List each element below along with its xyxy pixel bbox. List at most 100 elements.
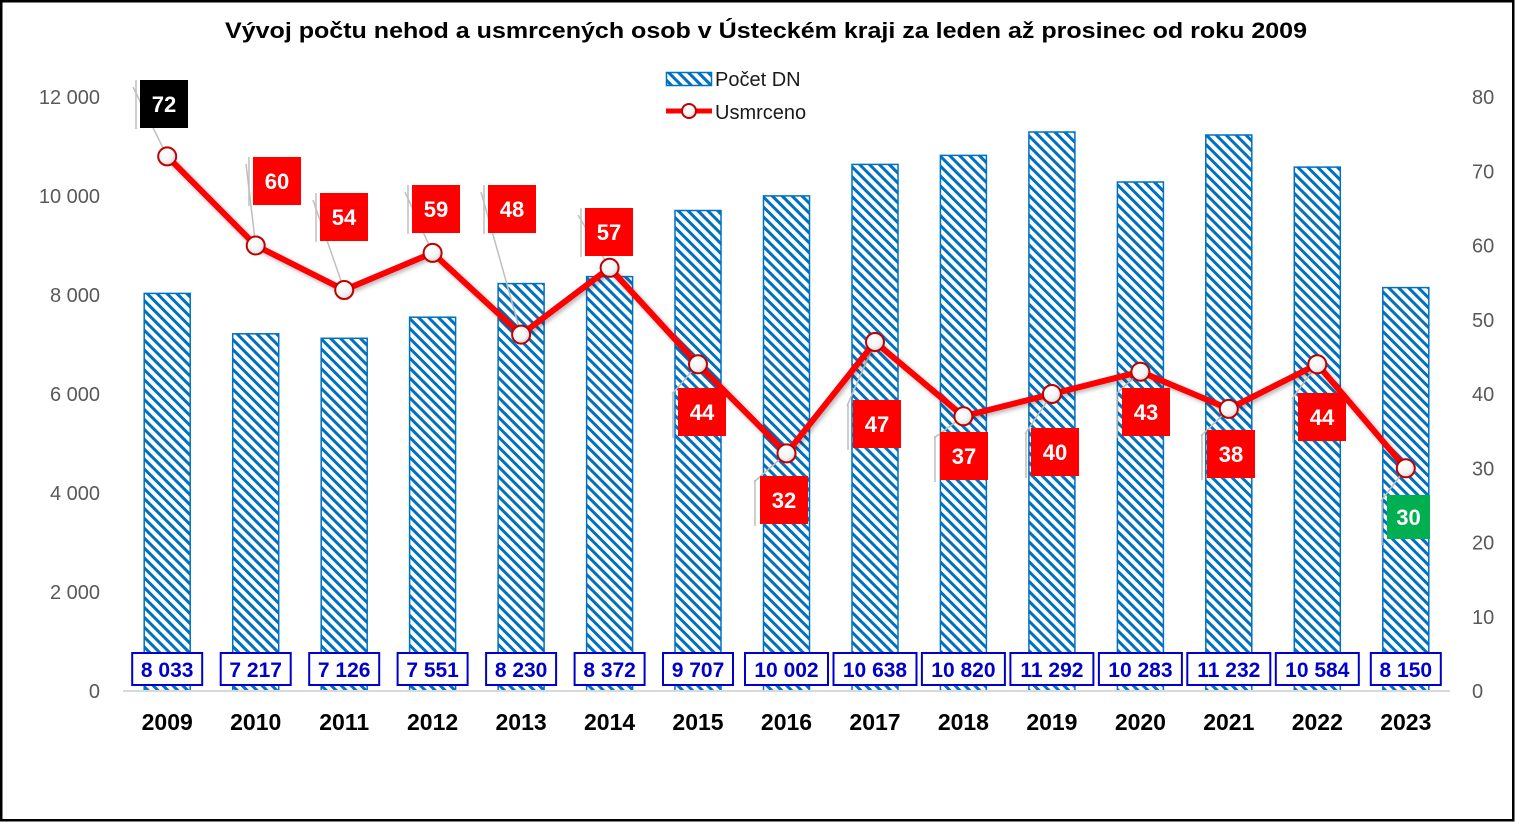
x-tick-label: 2022: [1292, 709, 1343, 735]
bar-pocet-dn-2020: [1116, 181, 1165, 692]
x-tick-label: 2023: [1380, 709, 1431, 735]
bar-value-label-text: 10 002: [754, 659, 818, 682]
x-tick-label: 2015: [672, 709, 723, 735]
bar-value-label-text: 9 707: [672, 659, 725, 682]
leader-line: [245, 163, 257, 246]
y-right-tick-label: 10: [1472, 607, 1494, 629]
line-point-usmrceno-2017: [865, 332, 885, 352]
bar-value-label-box: [662, 652, 734, 686]
line-value-label-box: [1387, 495, 1430, 539]
bar-value-label: 10 002: [744, 652, 829, 686]
y-right-tick-label: 80: [1472, 87, 1494, 109]
line-value-label-box: [1122, 388, 1170, 436]
bar-value-label: 7 217: [219, 652, 292, 686]
legend-label-usmrceno: Usmrceno: [715, 102, 806, 124]
bar-value-label: 10 638: [832, 652, 918, 686]
line-markers-layer: [157, 146, 1416, 479]
bar-value-label-box: [308, 652, 381, 686]
bar-pocet-dn-2014: [585, 275, 634, 692]
bar-value-label-box: [131, 652, 204, 686]
bar-value-label-text: 10 283: [1108, 659, 1172, 682]
y-right-tick-label: 70: [1472, 161, 1494, 183]
line-value-label-box: [678, 388, 726, 436]
bar-value-label: 10 820: [920, 652, 1006, 686]
bar-value-label-text: 7 217: [229, 659, 282, 682]
line-value-label-text: 37: [952, 444, 976, 469]
y-right-tick-label: 60: [1472, 236, 1494, 258]
bar-pocet-dn-2016: [762, 195, 811, 692]
line-value-label-box: [140, 80, 188, 128]
line-value-label-box: [488, 185, 536, 233]
bar-value-label: 8 372: [573, 652, 646, 686]
line-value-label: 47: [853, 400, 901, 448]
bar-pocet-dn-2012: [408, 316, 457, 692]
line-value-label: 40: [1031, 428, 1079, 476]
bar-value-labels-layer: 8 033 7 217 7 126 7 551 8 230 8 372 9 707 10 00…: [131, 652, 1442, 686]
line-point-usmrceno-2013: [511, 324, 532, 345]
line-value-label: 72: [140, 80, 188, 128]
bar-value-label-box: [396, 652, 469, 686]
line-value-label-text: 30: [1396, 505, 1420, 530]
bar-value-label-box: [1369, 652, 1442, 686]
bar-value-label: 7 126: [308, 652, 381, 686]
bar-pocet-dn-2013: [497, 282, 545, 692]
x-tick-label: 2011: [319, 709, 369, 735]
line-point-usmrceno-2016: [776, 443, 797, 464]
line-point-usmrceno-2018: [953, 406, 974, 427]
line-value-label-text: 60: [265, 169, 289, 194]
legend-swatch-bar: [665, 71, 713, 87]
bar-value-label: 8 230: [485, 652, 558, 686]
line-value-label: 38: [1207, 430, 1255, 478]
line-value-label: 59: [412, 185, 460, 233]
line-value-label: 44: [678, 388, 726, 436]
line-value-labels-layer: 72 60 54 59 48 57 44 32 47 37 40 43 38 44 30: [140, 80, 1430, 539]
bar-value-label: 11 232: [1186, 652, 1272, 686]
line-point-usmrceno-2012: [422, 242, 443, 263]
x-tick-label: 2009: [142, 709, 193, 735]
bar-value-label: 7 551: [396, 652, 469, 686]
y-right-tick-label: 0: [1472, 681, 1483, 703]
bar-value-label-text: 10 584: [1285, 659, 1350, 682]
legend-item-usmrceno: Usmrceno: [666, 102, 806, 124]
line-point-usmrceno-2023: [1395, 458, 1416, 479]
line-value-label-box: [320, 193, 368, 241]
y-right-tick-label: 30: [1472, 458, 1494, 480]
x-axis: 2009 2010 2011 2012 2013 2014 2015 2016 2017 2018…: [142, 709, 1432, 735]
bar-value-label-text: 8 033: [141, 659, 194, 682]
x-tick-label: 2014: [584, 709, 635, 735]
bar-value-label: 11 292: [1009, 652, 1095, 686]
bar-pocet-dn-2009: [143, 292, 191, 692]
y-right-tick-label: 50: [1472, 310, 1494, 332]
line-value-label-text: 44: [1310, 405, 1335, 430]
bar-value-label-box: [1097, 652, 1183, 686]
bar-pocet-dn-2019: [1028, 131, 1076, 692]
line-point-usmrceno-2010: [245, 235, 266, 256]
y-right-tick-label: 20: [1472, 533, 1494, 555]
bar-value-label-box: [832, 652, 918, 686]
chart-title: Vývoj počtu nehod a usmrcených osob v Ús…: [225, 18, 1307, 43]
y-right-tick-label: 40: [1472, 384, 1494, 406]
line-value-label-text: 43: [1134, 400, 1158, 425]
bar-value-label-box: [744, 652, 829, 686]
line-value-label-text: 38: [1219, 442, 1243, 467]
x-tick-label: 2021: [1203, 709, 1254, 735]
bar-value-label-box: [1274, 652, 1360, 686]
y-left-tick-label: 10 000: [39, 186, 100, 208]
bar-value-label-box: [1009, 652, 1095, 686]
line-point-usmrceno-2015: [688, 354, 708, 375]
y-left-tick-label: 2 000: [50, 582, 100, 604]
line-value-label-text: 44: [690, 400, 715, 425]
bar-value-label-box: [485, 652, 558, 686]
bar-value-label-text: 8 230: [495, 659, 548, 682]
line-point-usmrceno-2021: [1218, 398, 1239, 419]
x-tick-label: 2020: [1115, 709, 1166, 735]
bar-pocet-dn-2010: [231, 333, 280, 692]
line-value-label-text: 40: [1043, 440, 1067, 465]
bar-value-label-text: 10 820: [931, 659, 995, 682]
x-tick-label: 2012: [407, 709, 458, 735]
bar-value-label-box: [1186, 652, 1272, 686]
legend: Počet DN Usmrceno: [665, 69, 806, 124]
x-tick-label: 2017: [849, 709, 900, 735]
y-left-tick-label: 12 000: [39, 87, 100, 109]
